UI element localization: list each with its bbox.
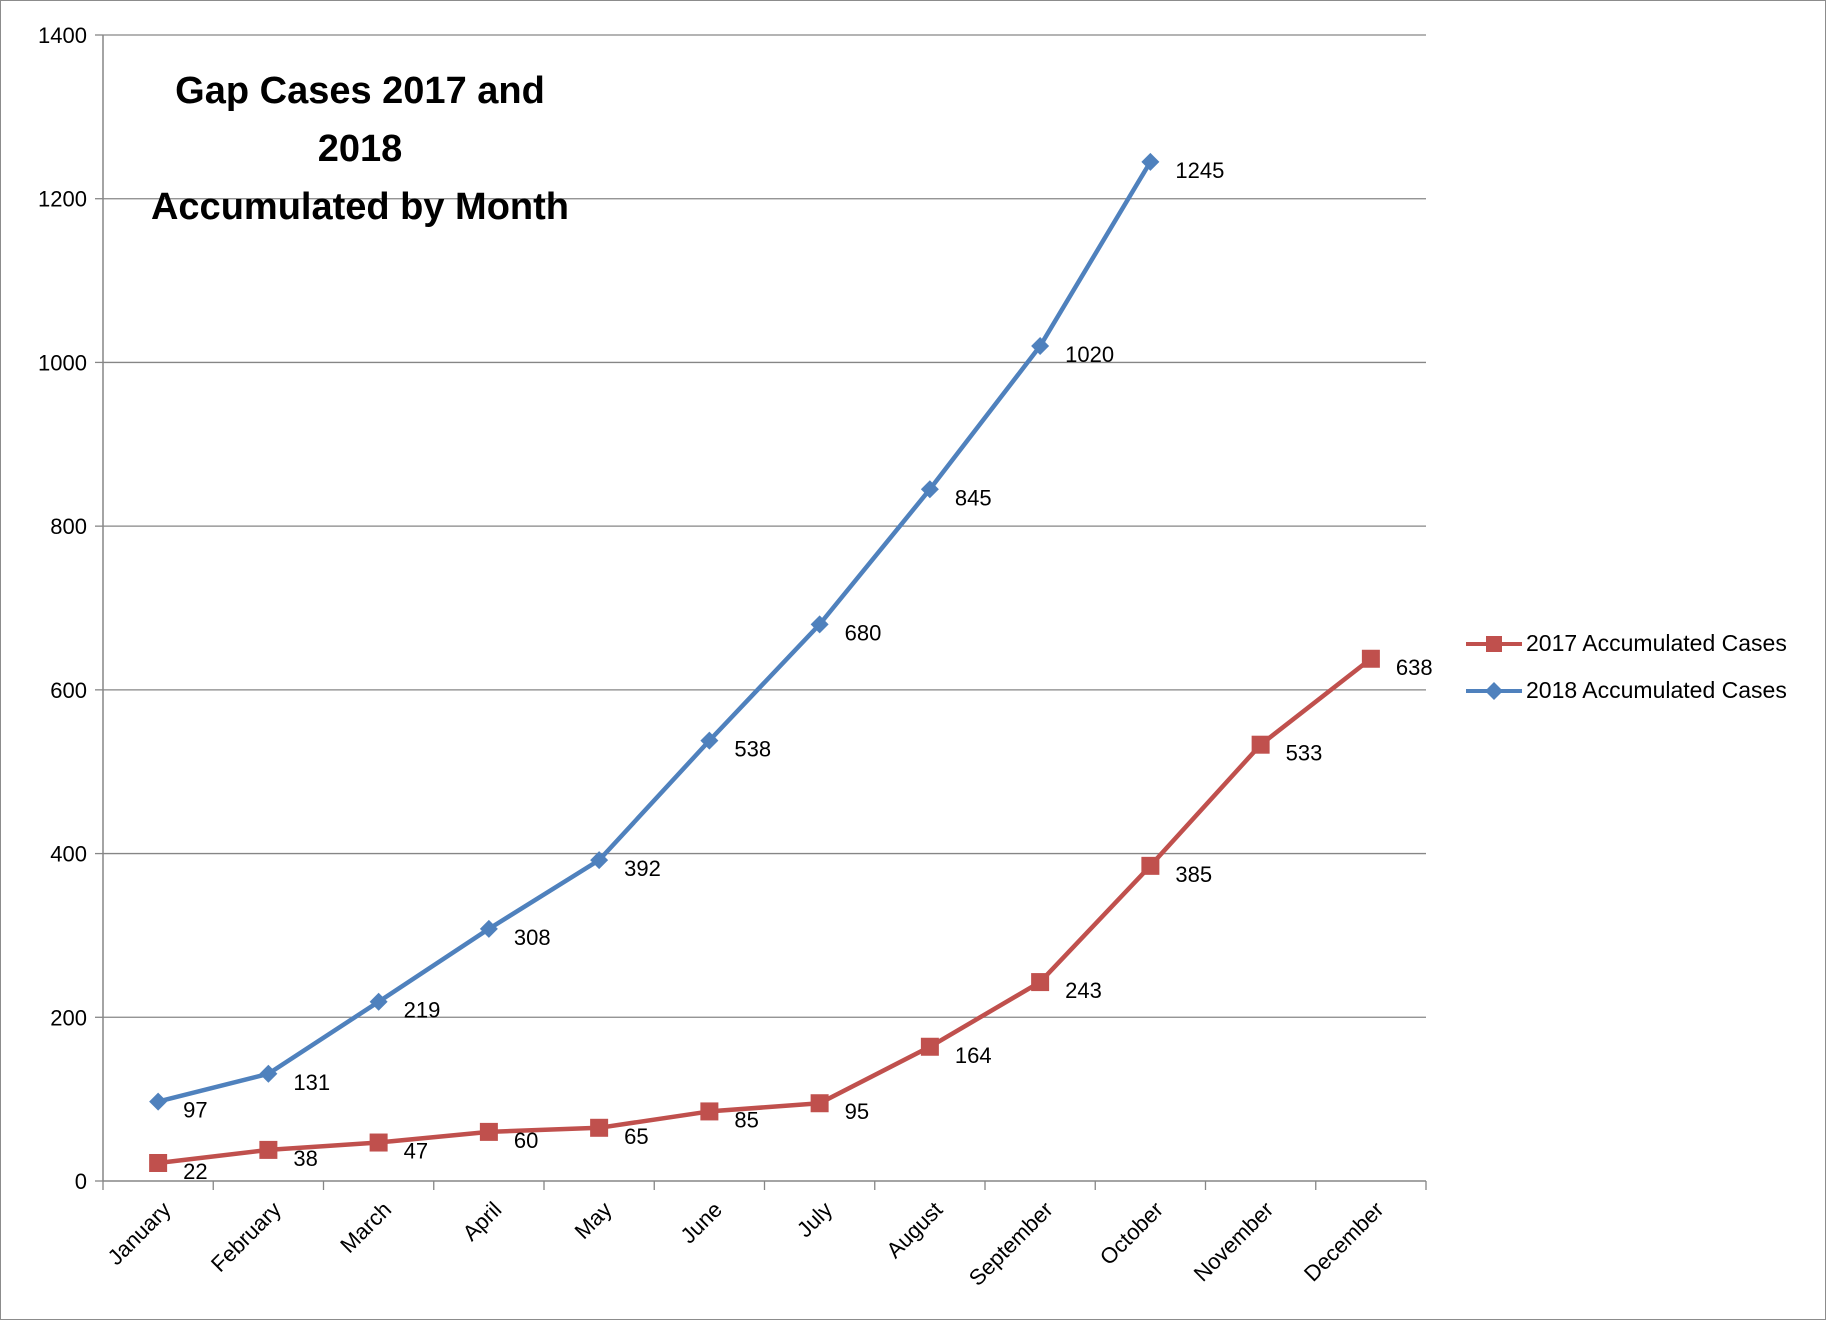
y-tick-label: 1400: [38, 23, 87, 48]
y-tick-label: 200: [50, 1005, 87, 1030]
data-label-2018: 97: [183, 1098, 207, 1123]
legend: 2017 Accumulated Cases 2018 Accumulated …: [1466, 620, 1787, 714]
y-tick-label: 1000: [38, 350, 87, 375]
data-point-2018: [920, 480, 939, 499]
data-point-2018: [369, 992, 388, 1011]
data-point-2017: [810, 1094, 829, 1113]
y-tick-label: 1200: [38, 187, 87, 212]
x-tick-label: May: [570, 1197, 617, 1244]
x-tick-label: April: [458, 1197, 507, 1246]
data-label-2017: 65: [624, 1124, 648, 1149]
data-point-2018: [700, 731, 719, 750]
series-line-2017: [157, 656, 1373, 1166]
data-label-2018: 538: [734, 737, 771, 762]
data-label-2017: 638: [1396, 655, 1433, 680]
data-label-2017: 22: [183, 1159, 207, 1184]
legend-label-2017: 2017 Accumulated Cases: [1526, 630, 1787, 656]
data-point-2017: [590, 1118, 609, 1137]
x-tick-label: February: [206, 1197, 286, 1277]
data-label-2017: 533: [1286, 741, 1323, 766]
legend-square-marker-icon: [1466, 636, 1522, 652]
data-point-2017: [149, 1153, 168, 1172]
data-label-2018: 1245: [1175, 158, 1224, 183]
legend-item-2017: 2017 Accumulated Cases: [1466, 620, 1787, 667]
data-label-2017: 243: [1065, 978, 1102, 1003]
data-point-2018: [1141, 152, 1160, 171]
y-tick-label: 600: [50, 678, 87, 703]
data-label-2017: 47: [404, 1139, 428, 1164]
legend-label-2018: 2018 Accumulated Cases: [1526, 677, 1787, 703]
x-tick-label: September: [964, 1197, 1058, 1291]
gridlines: [103, 34, 1426, 1018]
x-tick-label: August: [881, 1197, 947, 1263]
data-point-2018: [590, 851, 609, 870]
chart-title-line-2: Accumulated by Month: [150, 186, 570, 228]
data-point-2017: [259, 1140, 278, 1159]
data-label-2018: 1020: [1065, 342, 1114, 367]
data-point-2018: [810, 615, 829, 634]
x-tick-label: January: [103, 1197, 176, 1270]
data-label-2018: 219: [404, 998, 441, 1023]
data-point-2017: [1251, 735, 1270, 754]
chart-title: Gap Cases 2017 and 2018 Accumulated by M…: [150, 62, 570, 236]
data-point-2017: [369, 1133, 388, 1152]
data-point-2018: [259, 1064, 278, 1083]
legend-item-2018: 2018 Accumulated Cases: [1466, 667, 1787, 714]
x-tick-label: November: [1189, 1197, 1278, 1286]
data-label-2017: 38: [293, 1146, 317, 1171]
data-label-2017: 95: [845, 1099, 869, 1124]
data-point-2017: [479, 1122, 498, 1141]
y-tick-label: 400: [50, 842, 87, 867]
data-point-2018: [1031, 337, 1050, 356]
data-label-2017: 164: [955, 1043, 992, 1068]
data-point-2017: [1141, 856, 1160, 875]
x-tick-label: March: [335, 1197, 396, 1258]
y-tick-label: 800: [50, 514, 87, 539]
data-point-2018: [479, 919, 498, 938]
data-point-2017: [920, 1037, 939, 1056]
data-label-2018: 308: [514, 925, 551, 950]
x-tick-label: October: [1095, 1197, 1168, 1270]
data-label-2018: 131: [293, 1070, 330, 1095]
y-tick-label: 0: [75, 1169, 87, 1194]
data-label-2018: 845: [955, 485, 992, 510]
legend-diamond-marker-icon: [1466, 682, 1522, 700]
series: [149, 152, 1380, 1172]
chart-title-line-1: Gap Cases 2017 and 2018: [175, 70, 545, 170]
data-label-2017: 60: [514, 1128, 538, 1153]
data-point-2018: [149, 1092, 168, 1111]
data-point-2017: [700, 1102, 719, 1121]
x-tick-label: December: [1299, 1197, 1388, 1286]
data-label-2018: 680: [845, 620, 882, 645]
data-label-2017: 385: [1175, 862, 1212, 887]
x-tick-label: June: [675, 1197, 726, 1248]
data-label-2017: 85: [734, 1107, 758, 1132]
data-label-2018: 392: [624, 856, 661, 881]
x-tick-label: July: [792, 1197, 837, 1242]
data-labels: 22 38 47 60 65 85 95 164 243 385 533 638 97 131 219 308…: [183, 158, 1432, 1184]
series-line-2018: [157, 160, 1153, 1104]
data-point-2017: [1361, 649, 1380, 668]
data-point-2017: [1031, 973, 1050, 992]
